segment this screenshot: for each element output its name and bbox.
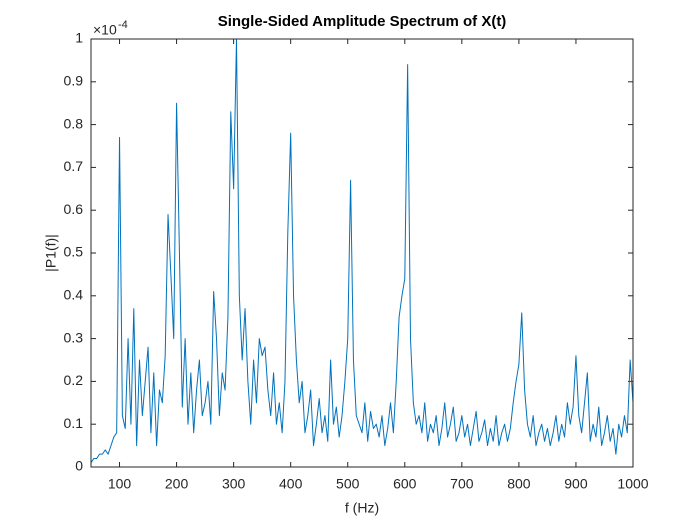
y-axis-label: |P1(f)| bbox=[43, 234, 59, 272]
x-tick-label: 200 bbox=[165, 476, 189, 492]
y-tick-label: 0.8 bbox=[64, 115, 84, 131]
x-tick-label: 400 bbox=[279, 476, 303, 492]
x-tick-label: 100 bbox=[108, 476, 132, 492]
y-tick-label: 0.2 bbox=[64, 372, 84, 388]
x-axis-label: f (Hz) bbox=[345, 500, 379, 516]
x-tick-label: 600 bbox=[393, 476, 417, 492]
x-tick-label: 300 bbox=[222, 476, 246, 492]
plot-box bbox=[90, 38, 634, 468]
y-tick-label: 0.7 bbox=[64, 158, 84, 174]
y-tick-label: 0.1 bbox=[64, 415, 84, 431]
y-tick-label: 0 bbox=[75, 458, 83, 474]
x-tick-label: 800 bbox=[507, 476, 531, 492]
x-tick-label: 1000 bbox=[617, 476, 648, 492]
y-scale-exponent: -4 bbox=[118, 19, 128, 31]
chart-title: Single-Sided Amplitude Spectrum of X(t) bbox=[218, 13, 507, 30]
y-scale-base: ×10 bbox=[93, 22, 117, 38]
y-tick-label: 0.3 bbox=[64, 329, 84, 345]
y-tick-label: 0.6 bbox=[64, 201, 84, 217]
x-tick-label: 900 bbox=[564, 476, 588, 492]
y-tick-label: 0.5 bbox=[64, 244, 84, 260]
y-tick-label: 0.9 bbox=[64, 73, 84, 89]
x-tick-label: 500 bbox=[336, 476, 360, 492]
x-tick-label: 700 bbox=[450, 476, 474, 492]
y-tick-label: 0.4 bbox=[64, 287, 84, 303]
y-tick-label: 1 bbox=[75, 30, 83, 46]
spectrum-line bbox=[90, 38, 634, 463]
